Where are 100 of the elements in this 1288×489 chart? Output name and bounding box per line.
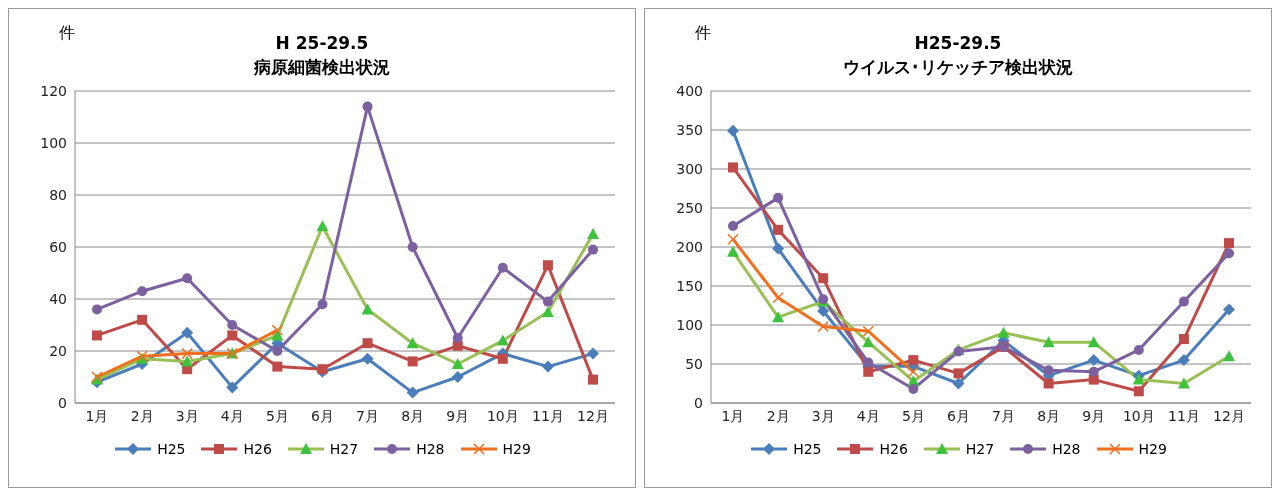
point bbox=[227, 320, 238, 330]
y-tick-label: 100 bbox=[40, 134, 67, 151]
x-tick-label: 3月 bbox=[811, 407, 835, 424]
x-tick-label: 7月 bbox=[356, 407, 380, 424]
point bbox=[92, 330, 102, 341]
point bbox=[588, 374, 598, 385]
x-tick-label: 10月 bbox=[1122, 407, 1155, 424]
point bbox=[137, 286, 148, 297]
point bbox=[1088, 374, 1099, 385]
point bbox=[727, 124, 739, 137]
x-tick-label: 12月 bbox=[1213, 407, 1245, 424]
point bbox=[272, 346, 283, 356]
y-tick-label: 150 bbox=[676, 277, 703, 294]
x-tick-label: 11月 bbox=[532, 407, 564, 424]
point bbox=[1043, 365, 1054, 376]
legend-label: H29 bbox=[1138, 441, 1167, 457]
legend-label: H25 bbox=[157, 441, 186, 457]
point bbox=[818, 273, 829, 284]
point bbox=[1224, 248, 1234, 259]
point bbox=[497, 262, 508, 273]
y-axis-title: 件 bbox=[695, 23, 711, 44]
point bbox=[137, 314, 148, 325]
point bbox=[362, 101, 373, 112]
y-tick-label: 400 bbox=[676, 82, 703, 99]
x-tick-label: 3月 bbox=[175, 407, 199, 424]
legend-label: H25 bbox=[793, 441, 822, 457]
y-tick-label: 250 bbox=[676, 199, 703, 216]
x-tick-label: 4月 bbox=[856, 407, 880, 424]
point bbox=[727, 233, 739, 245]
x-tick-label: 2月 bbox=[766, 407, 790, 424]
x-tick-label: 10月 bbox=[486, 407, 519, 424]
y-tick-label: 100 bbox=[676, 316, 703, 333]
point bbox=[182, 273, 193, 284]
point bbox=[1088, 366, 1099, 377]
x-tick-label: 5月 bbox=[901, 407, 925, 424]
point bbox=[181, 347, 193, 360]
point bbox=[407, 356, 418, 367]
x-tick-label: 9月 bbox=[446, 407, 470, 424]
y-tick-label: 60 bbox=[49, 238, 67, 255]
y-tick-label: 0 bbox=[694, 394, 703, 411]
point bbox=[1043, 378, 1054, 389]
point bbox=[772, 291, 784, 304]
y-tick-label: 300 bbox=[676, 160, 703, 177]
x-tick-label: 6月 bbox=[946, 407, 970, 424]
x-tick-label: 1月 bbox=[721, 407, 745, 424]
x-tick-label: 9月 bbox=[1082, 407, 1106, 424]
legend-label: H28 bbox=[1052, 441, 1081, 457]
point bbox=[361, 352, 374, 365]
point bbox=[773, 224, 784, 235]
y-axis-title: 件 bbox=[59, 23, 75, 44]
point bbox=[1178, 334, 1189, 345]
point bbox=[773, 192, 784, 203]
point bbox=[1087, 354, 1100, 367]
point bbox=[226, 381, 239, 394]
point bbox=[907, 366, 920, 378]
point bbox=[772, 242, 785, 255]
legend-label: H27 bbox=[329, 441, 359, 457]
point bbox=[1223, 303, 1235, 316]
point bbox=[227, 330, 238, 341]
x-tick-label: 7月 bbox=[992, 407, 1016, 424]
x-tick-label: 8月 bbox=[1037, 407, 1061, 424]
chart-title: H25-29.5 ウイルス･リケッチア検出状況 bbox=[842, 33, 1074, 79]
point bbox=[542, 260, 553, 271]
point bbox=[451, 371, 464, 383]
x-tick-label: 12月 bbox=[577, 407, 609, 424]
y-tick-label: 350 bbox=[676, 121, 703, 138]
point bbox=[952, 377, 965, 390]
point bbox=[497, 353, 508, 364]
x-tick-label: 8月 bbox=[401, 407, 425, 424]
x-tick-label: 5月 bbox=[265, 407, 289, 424]
point bbox=[542, 296, 553, 307]
point bbox=[1177, 354, 1190, 367]
point bbox=[406, 386, 419, 399]
legend-label: H28 bbox=[416, 441, 445, 457]
y-tick-label: 50 bbox=[685, 355, 703, 372]
y-tick-label: 120 bbox=[40, 82, 67, 99]
y-tick-label: 200 bbox=[676, 238, 703, 255]
legend-label: H26 bbox=[879, 441, 908, 457]
x-tick-label: 11月 bbox=[1168, 407, 1200, 424]
point bbox=[953, 368, 964, 379]
point bbox=[317, 299, 328, 310]
point bbox=[407, 242, 418, 252]
point bbox=[541, 360, 554, 373]
y-tick-label: 40 bbox=[49, 290, 67, 307]
legend-label: H26 bbox=[243, 441, 272, 457]
point bbox=[272, 361, 283, 372]
point bbox=[728, 162, 738, 173]
point bbox=[452, 333, 463, 343]
x-tick-label: 4月 bbox=[220, 407, 244, 424]
point bbox=[908, 355, 919, 366]
point bbox=[588, 244, 598, 255]
point bbox=[908, 383, 919, 394]
point bbox=[362, 338, 373, 349]
x-tick-label: 6月 bbox=[310, 407, 334, 424]
point bbox=[92, 304, 102, 315]
point bbox=[728, 220, 738, 231]
point bbox=[1178, 296, 1189, 307]
point bbox=[1133, 344, 1144, 355]
point bbox=[1133, 386, 1144, 397]
chart-title: H 25-29.5 病原細菌検出状況 bbox=[253, 33, 391, 79]
